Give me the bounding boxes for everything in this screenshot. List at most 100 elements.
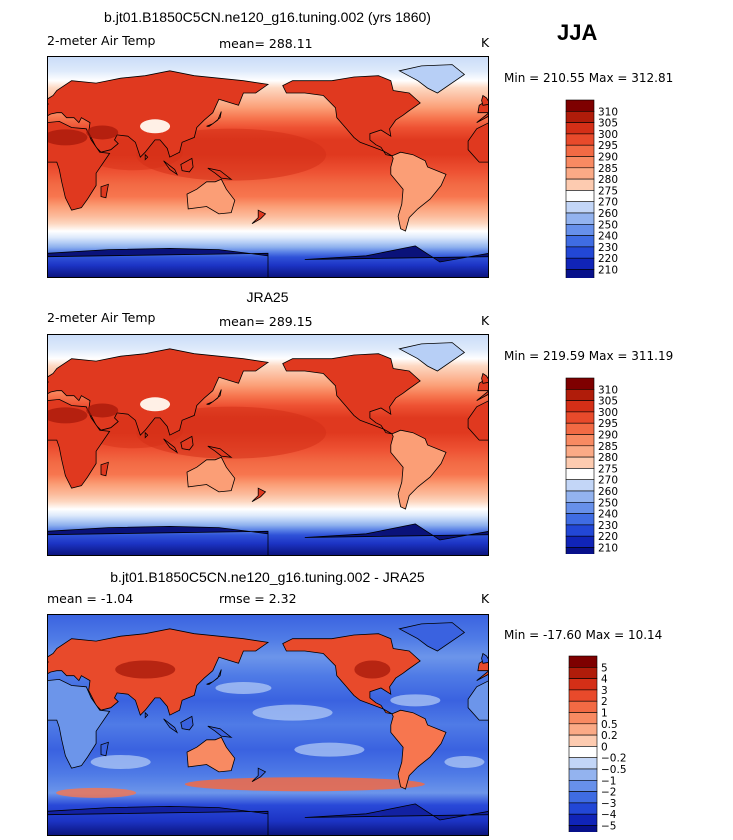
panel-1-landmass-india_sri — [144, 153, 149, 161]
panel-3-colorbar-swatch — [568, 678, 598, 691]
panel-3-colorbar-swatch — [568, 689, 598, 702]
panel-3-landmass-newGuinea — [207, 725, 233, 738]
panel-1-colorbar-swatch — [565, 167, 595, 180]
panel-2-colorbar-tick-label: 295 — [598, 418, 618, 430]
panel-2-colorbar-tick-label: 220 — [598, 531, 618, 543]
panel-1-sahara-hot — [47, 129, 88, 146]
panel-2-landmass-newZealand — [251, 487, 267, 503]
panel-3-colorbar-swatch — [568, 667, 598, 679]
panel-3-colorbar-swatch — [568, 746, 598, 759]
panel-3-landmass-japan — [206, 669, 222, 685]
panel-1-landmass-africa — [467, 122, 489, 163]
panel-1-colorbar-tick-label: 240 — [598, 231, 618, 243]
panel-3-title: b.jt01.B1850C5CN.ne120_g16.tuning.002 - … — [110, 569, 425, 585]
panel-3-colorbar-swatch — [568, 768, 598, 781]
panel-1-landmass-madagascar — [100, 183, 109, 199]
panel-2-colorbar-tick-label: 300 — [598, 407, 618, 419]
panel-1-colorbar-swatch — [565, 269, 595, 278]
panel-2-colorbar-tick-label: 260 — [598, 486, 618, 498]
panel-3-colorbar-tick-label: −0.5 — [601, 764, 627, 776]
panel-3-landmass-africa — [467, 680, 489, 721]
panel-3-colorbar-swatch — [568, 780, 598, 792]
panel-2-landmass-africa — [467, 400, 489, 441]
panel-2-variable-label: 2-meter Air Temp — [47, 310, 156, 325]
panel-1-landmass-japan — [206, 111, 222, 127]
panel-3-colorbar-tick-label: 2 — [601, 696, 608, 708]
panel-3-units-label: K — [481, 591, 490, 606]
panel-1-temperature-map — [47, 56, 489, 278]
panel-3-ocean-patch — [90, 755, 151, 769]
panel-2-landmass-antarctica — [47, 525, 269, 556]
panel-3-min-max: Min = -17.60 Max = 10.14 — [504, 628, 663, 642]
panel-2-landmass-southAmerica — [390, 429, 447, 510]
panel-1-landmass-antarctica — [304, 245, 489, 263]
panel-2-sahara-hot — [47, 407, 88, 424]
panel-2-landmass-australia — [186, 456, 236, 493]
panel-3-landmass-antarctica — [304, 803, 489, 821]
panel-3-colorbar-swatch — [568, 813, 598, 826]
panel-2-colorbar-tick-label: 280 — [598, 452, 618, 464]
panel-1-colorbar-swatch — [565, 224, 595, 236]
panel-1-colorbar-tick-label: 260 — [598, 208, 618, 220]
panel-2-colorbar-tick-label: 270 — [598, 475, 618, 487]
panel-2-colorbar-tick-label: 230 — [598, 520, 618, 532]
panel-3-colorbar-tick-label: 0.2 — [601, 730, 618, 742]
panel-1-landmass-sumatra — [163, 160, 179, 176]
panel-2-title: JRA25 — [246, 289, 289, 305]
panel-3-colorbar-tick-label: 0 — [601, 741, 608, 753]
panel-2-colorbar-swatch — [565, 524, 595, 537]
panel-1-colorbar-swatch — [565, 257, 595, 270]
panel-2-units-label: K — [481, 313, 490, 328]
panel-1-colorbar-tick-label: 275 — [598, 185, 618, 197]
panel-3-colorbar-swatch — [568, 723, 598, 736]
panel-3-colorbar-tick-label: 0.5 — [601, 719, 618, 731]
panel-3-ocean-patch — [252, 704, 333, 721]
panel-3-colorbar-tick-label: 5 — [601, 662, 608, 674]
panel-1-landmass-greenland — [398, 64, 466, 94]
panel-2-colorbar-swatch — [565, 535, 595, 548]
panel-1-landmass-southAmerica — [390, 151, 447, 232]
panel-2-colorbar-tick-label: 250 — [598, 497, 618, 509]
panel-2-tibet-cool — [140, 397, 171, 412]
panel-2-landmass-greenland — [398, 342, 466, 372]
panel-2-temperature-map — [47, 334, 489, 556]
panel-1-colorbar-tick-label: 250 — [598, 219, 618, 231]
panel-3-colorbar-tick-label: −2 — [601, 787, 616, 799]
panel-1-colorbar-swatch — [565, 111, 595, 123]
panel-3-colorbar-swatch — [568, 712, 598, 725]
panel-1-map-frame — [47, 56, 489, 278]
panel-3-colorbar-swatch — [568, 734, 598, 747]
panel-3-landmass-sumatra — [163, 718, 179, 734]
panel-3-colorbar-swatch — [568, 700, 598, 713]
panel-1-landmass-northAmerica — [282, 75, 421, 157]
panel-1-colorbar-swatch — [565, 235, 595, 248]
panel-3-colorbar-swatch — [568, 825, 598, 832]
panel-2-colorbar-swatch — [565, 400, 595, 413]
panel-1-colorbar-tick-label: 270 — [598, 197, 618, 209]
panel-3-colorbar-swatch — [568, 791, 598, 804]
panel-3-southern-warm-patch — [56, 787, 137, 798]
panel-1-arabia-hot — [86, 125, 119, 140]
panel-1-colorbar-tick-label: 210 — [598, 265, 618, 277]
panel-3-rmse-label: rmse = 2.32 — [219, 591, 297, 606]
panel-3-ocean-patch — [444, 756, 485, 768]
panel-2-landmass-japan — [206, 389, 222, 405]
panel-3-colorbar-tick-label: 4 — [601, 674, 608, 686]
panel-3-central-asia-hot — [115, 660, 176, 679]
panel-3-colorbar-tick-label: 3 — [601, 685, 608, 697]
panel-2-colorbar-tick-label: 290 — [598, 430, 618, 442]
panel-1-tibet-cool — [140, 119, 171, 134]
panel-1-colorbar-tick-label: 220 — [598, 253, 618, 265]
panel-3-landmass-greenland — [398, 622, 466, 652]
panel-1-colorbar-tick-label: 230 — [598, 242, 618, 254]
panel-3-landmass-australia — [186, 736, 236, 773]
panel-2-colorbar-swatch — [565, 468, 595, 481]
panel-2-arabia-hot — [86, 403, 119, 418]
panel-3-ocean-patch — [294, 742, 365, 757]
panel-1-landmass-borneo — [180, 157, 194, 173]
panel-2-colorbar-swatch — [565, 547, 595, 554]
panel-2-landmass-sumatra — [163, 438, 179, 454]
panel-1-title: b.jt01.B1850C5CN.ne120_g16.tuning.002 (y… — [104, 9, 431, 25]
panel-3-landmass-southAmerica — [390, 709, 447, 790]
